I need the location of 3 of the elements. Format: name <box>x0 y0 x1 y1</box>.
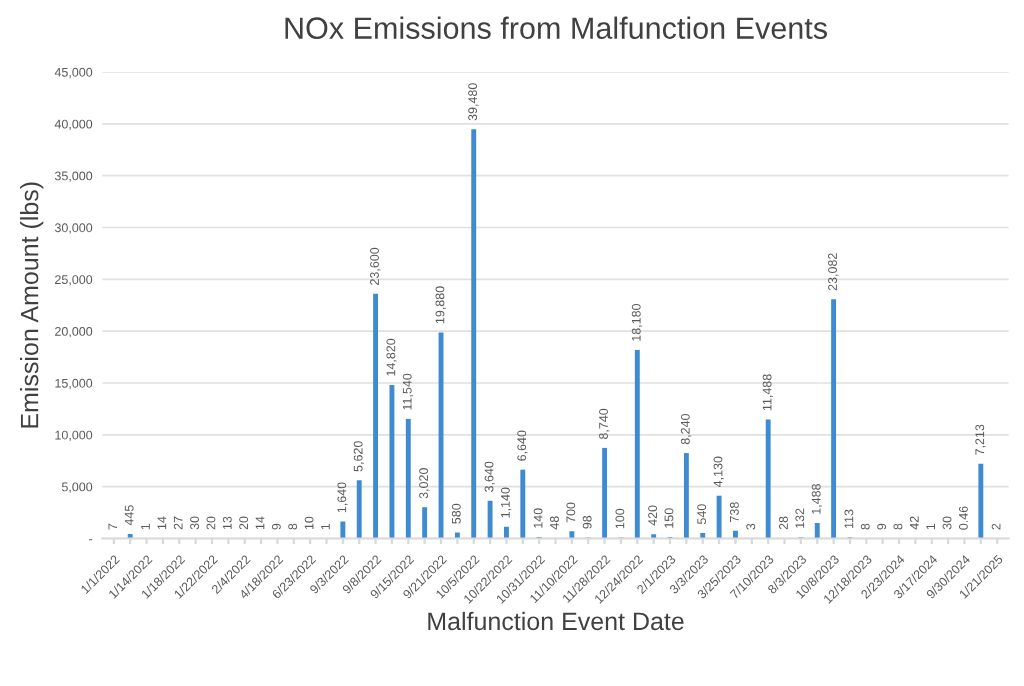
y-axis-title: Emission Amount (lbs) <box>20 182 44 428</box>
chart-title: NOx Emissions from Malfunction Events <box>285 16 827 39</box>
x-axis-title: Malfunction Event Date <box>428 611 684 631</box>
